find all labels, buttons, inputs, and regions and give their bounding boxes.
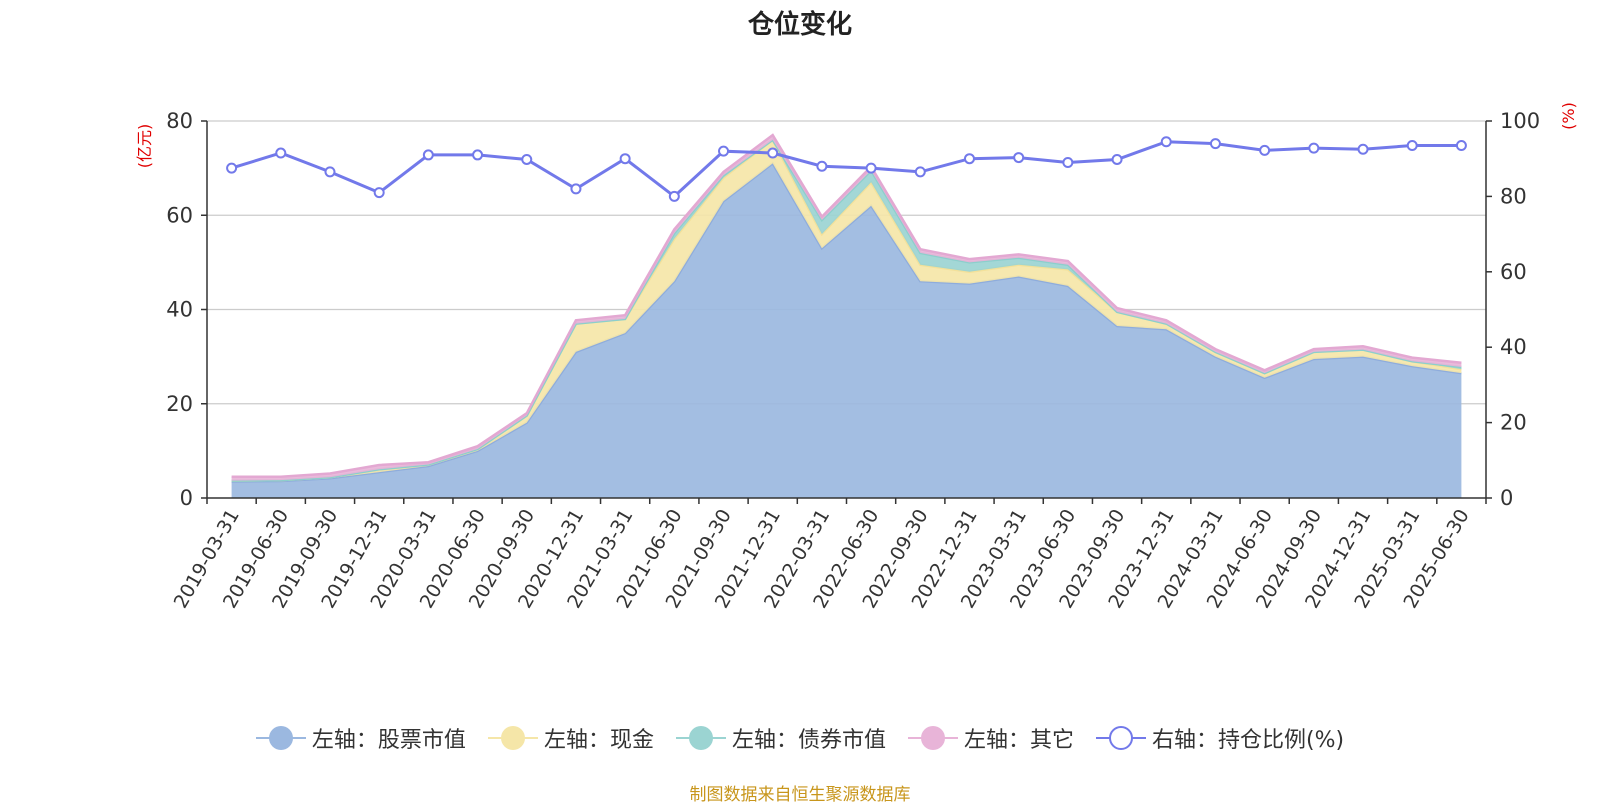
- ratio-point: [668, 190, 680, 202]
- source-note: 制图数据来自恒生聚源数据库: [689, 785, 911, 805]
- right-axis-tick-label: 20: [1500, 411, 1527, 435]
- ratio-point: [422, 149, 434, 161]
- ratio-point: [1062, 156, 1074, 168]
- other-area-edge: [231, 133, 1462, 479]
- right-axis-tick-label: 100: [1500, 109, 1540, 133]
- ratio-point: [226, 162, 238, 174]
- right-axis-tick-label: 40: [1500, 335, 1527, 359]
- left-axis-tick-label: 80: [166, 109, 193, 133]
- legend-swatch-dot: [920, 726, 945, 750]
- right-axis-unit: (%): [1559, 102, 1578, 130]
- stock-value-area: [231, 163, 1462, 498]
- ratio-point: [1111, 153, 1123, 165]
- ratio-point: [767, 147, 779, 159]
- ratio-point: [570, 183, 582, 195]
- left-axis-unit: (亿元): [135, 124, 154, 169]
- ratio-point: [521, 153, 533, 165]
- position-ratio-line: [226, 136, 1467, 202]
- legend-item[interactable]: 左轴：债券市值: [675, 722, 886, 754]
- legend-label: 左轴：其它: [963, 728, 1074, 753]
- bond-value-area: [231, 139, 1462, 481]
- legend-label: 右轴：持仓比例(%): [1151, 728, 1345, 753]
- legend-swatch-dot: [688, 726, 713, 750]
- ratio-point: [718, 145, 730, 157]
- ratio-point: [1406, 140, 1418, 152]
- ratio-point: [1357, 143, 1369, 155]
- legend-item[interactable]: 左轴：现金: [487, 722, 654, 754]
- legend-swatch-dot: [268, 726, 293, 750]
- ratio-point: [865, 162, 877, 174]
- legend-swatch: [255, 726, 306, 750]
- ratio-point: [914, 166, 926, 178]
- chart-title: 仓位变化: [747, 10, 852, 40]
- right-axis-tick-label: 0: [1500, 486, 1513, 510]
- legend: 左轴：股票市值 左轴：现金 左轴：债券市值 左轴：其它 右轴：持仓比例(%): [0, 722, 1600, 754]
- legend-swatch: [487, 726, 538, 750]
- ratio-point: [1160, 136, 1172, 148]
- ratio-point: [275, 147, 287, 159]
- right-axis-tick-label: 60: [1500, 260, 1527, 284]
- left-axis-tick-label: 20: [166, 392, 193, 416]
- legend-label: 左轴：债券市值: [731, 728, 886, 753]
- ratio-point: [1209, 138, 1221, 150]
- ratio-point: [1013, 152, 1025, 164]
- left-axis-tick-label: 0: [180, 486, 193, 510]
- legend-swatch-dot: [1108, 726, 1133, 750]
- legend-swatch: [1095, 726, 1146, 750]
- legend-label: 左轴：现金: [543, 728, 654, 753]
- ratio-point: [816, 160, 828, 172]
- legend-item[interactable]: 左轴：股票市值: [255, 722, 466, 754]
- ratio-point: [963, 153, 975, 165]
- legend-swatch-dot: [500, 726, 525, 750]
- cash-area: [231, 139, 1462, 482]
- legend-swatch: [907, 726, 958, 750]
- ratio-point: [472, 149, 484, 161]
- ratio-point: [373, 187, 385, 199]
- stacked-areas: [231, 133, 1462, 498]
- legend-label: 左轴：股票市值: [311, 728, 466, 753]
- ratio-point: [1308, 142, 1320, 154]
- ratio-point: [1259, 144, 1271, 156]
- left-axis-tick-label: 40: [166, 298, 193, 322]
- left-axis-tick-label: 60: [166, 203, 193, 227]
- ratio-point: [324, 166, 336, 178]
- right-axis-tick-label: 80: [1500, 184, 1527, 208]
- legend-item[interactable]: 左轴：其它: [907, 722, 1074, 754]
- legend-swatch: [675, 726, 726, 750]
- legend-item[interactable]: 右轴：持仓比例(%): [1095, 722, 1345, 754]
- ratio-point: [619, 153, 631, 165]
- ratio-line: [231, 140, 1462, 199]
- chart-plot: 0204060800204060801002019-03-312019-06-3…: [135, 102, 1578, 612]
- ratio-point: [1455, 140, 1467, 152]
